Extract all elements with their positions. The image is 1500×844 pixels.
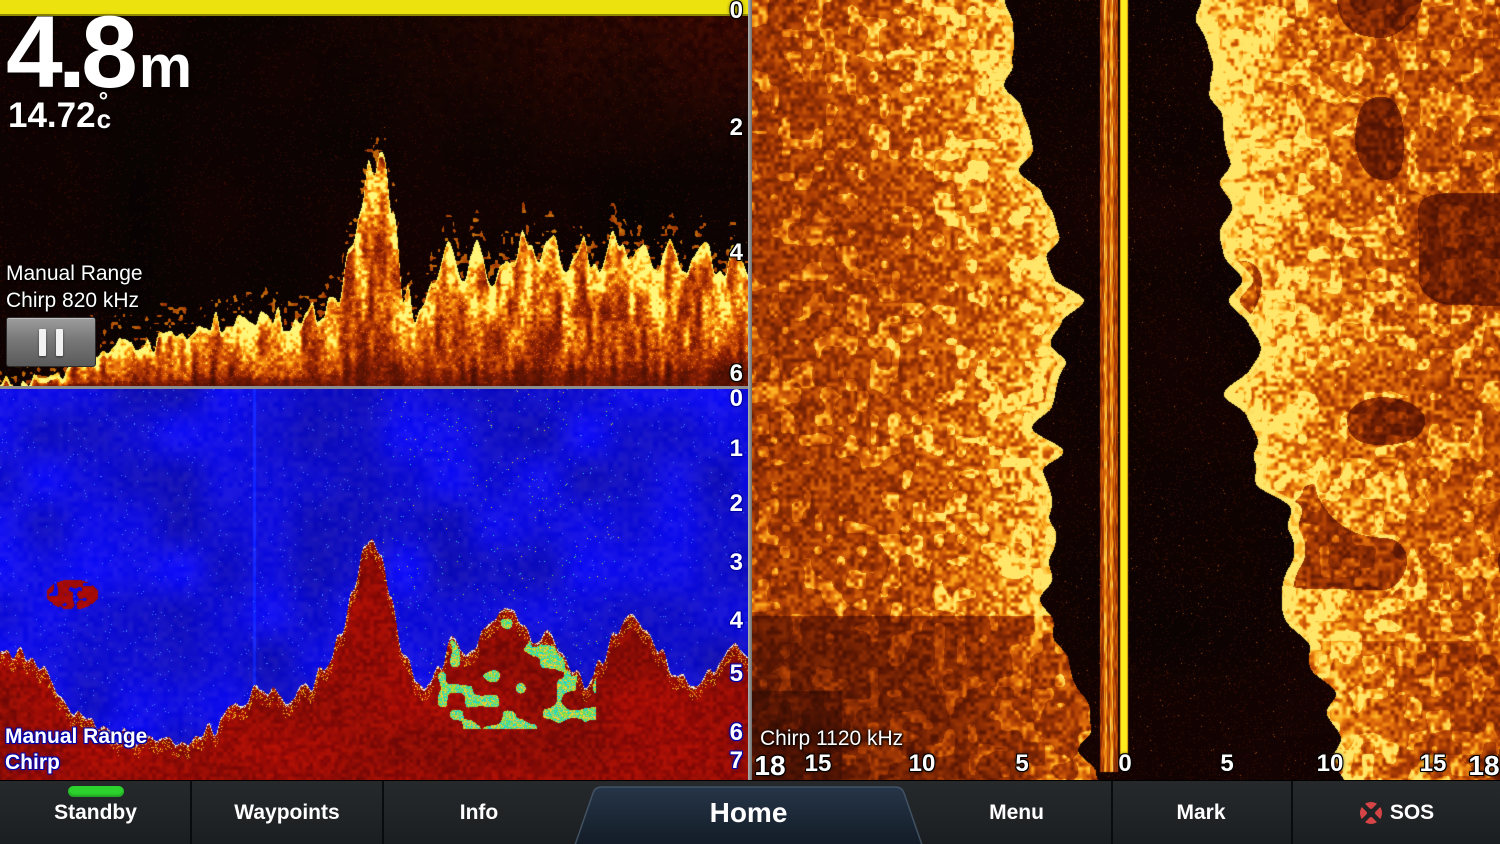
- range-tick: 15: [1419, 750, 1447, 777]
- mark-label: Mark: [1176, 801, 1226, 824]
- standby-label: Standby: [54, 801, 137, 824]
- sidevu-image: [752, 0, 1500, 780]
- range-mode-label: Manual Range: [5, 725, 148, 748]
- sonar-blue-image: [0, 389, 748, 780]
- home-button[interactable]: Home: [575, 781, 922, 844]
- frequency-label: Chirp 1120 kHz: [760, 727, 904, 750]
- range-tick: 18: [754, 750, 786, 781]
- frequency-label: Chirp: [5, 751, 60, 774]
- home-tab-shape: [574, 786, 923, 844]
- range-tick: 5: [1015, 750, 1029, 777]
- surface-line: [0, 0, 748, 16]
- depth-tick: 2: [729, 490, 743, 517]
- panel-divider-vertical: [748, 0, 752, 780]
- depth-tick: 2: [729, 114, 743, 141]
- menu-divider: [1291, 781, 1293, 844]
- frequency-label: Chirp 820 kHz: [6, 289, 140, 312]
- depth-tick: 4: [729, 607, 743, 634]
- depth-value: 4.8: [6, 0, 138, 109]
- range-tick: 10: [908, 750, 936, 777]
- sos-lifering-icon: [1359, 801, 1383, 825]
- range-mode-label: Manual Range: [6, 262, 143, 285]
- info-label: Info: [459, 801, 499, 824]
- info-button[interactable]: Info: [383, 781, 575, 844]
- temperature-unit: ° c: [96, 88, 112, 134]
- depth-tick: 6: [729, 360, 743, 387]
- home-label: Home: [709, 797, 788, 828]
- sidevu-panel[interactable]: Chirp 1120 kHz 18 15 10 5 0 5 10 15 18: [752, 0, 1500, 781]
- panel-divider-horizontal: [0, 386, 748, 389]
- temperature-value: 14.72: [8, 96, 96, 135]
- menu-divider: [1111, 781, 1113, 844]
- sonar-mode-labels: Manual Range Chirp: [5, 724, 147, 776]
- menu-label: Menu: [989, 801, 1044, 824]
- standby-button[interactable]: Standby: [0, 781, 191, 844]
- sos-button[interactable]: SOS: [1291, 781, 1500, 844]
- sos-label: SOS: [1389, 801, 1435, 824]
- sonar-mode-labels: Manual Range Chirp 820 kHz: [6, 260, 143, 314]
- sonar-traditional-panel[interactable]: 4.8 m 14.72 ° c Manual Range Chirp 820 kHz…: [0, 0, 748, 387]
- depth-tick: 3: [729, 549, 743, 576]
- depth-tick: 7: [729, 747, 743, 774]
- mark-button[interactable]: Mark: [1111, 781, 1291, 844]
- depth-tick: 0: [729, 385, 743, 412]
- menu-divider: [382, 781, 384, 844]
- waypoints-label: Waypoints: [234, 801, 340, 824]
- depth-readout: 4.8 m: [6, 0, 193, 109]
- range-tick: 15: [804, 750, 832, 777]
- depth-tick: 0: [729, 0, 743, 24]
- pause-button[interactable]: [6, 317, 96, 367]
- waypoints-button[interactable]: Waypoints: [191, 781, 383, 844]
- depth-tick: 1: [729, 435, 743, 462]
- range-tick: 10: [1316, 750, 1344, 777]
- standby-indicator: [67, 786, 124, 797]
- depth-tick: 5: [729, 660, 743, 687]
- menu-button[interactable]: Menu: [922, 781, 1111, 844]
- pause-icon: [39, 328, 46, 356]
- range-tick: 18: [1468, 750, 1500, 781]
- temperature-readout: 14.72 ° c: [8, 88, 118, 136]
- range-tick: 0: [1118, 750, 1132, 777]
- menu-bar: Standby Waypoints Info Home Menu Mark: [0, 780, 1500, 844]
- depth-unit: m: [138, 33, 193, 100]
- menu-divider: [190, 781, 192, 844]
- depth-tick: 4: [729, 239, 743, 266]
- sonar-blue-panel[interactable]: Manual Range Chirp 0 1 2 3 4 5 6 7: [0, 385, 748, 780]
- depth-tick: 6: [729, 719, 743, 746]
- range-tick: 5: [1220, 750, 1234, 777]
- sonar-traditional-image: [0, 0, 748, 386]
